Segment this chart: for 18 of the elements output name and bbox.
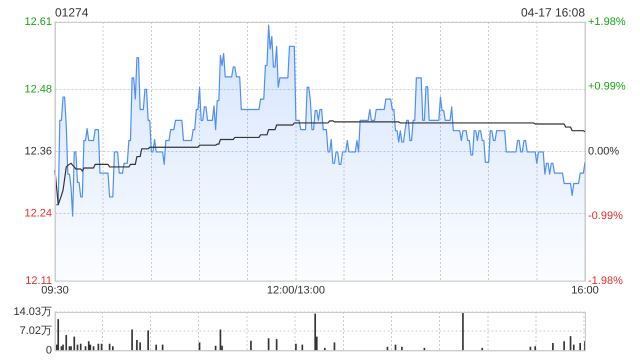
y2-tick-label: +0.99% <box>588 80 626 93</box>
x-tick-label: 12:00/13:00 <box>266 284 325 296</box>
chart-title: 01274 <box>55 5 89 20</box>
y-tick-label: 12.36 <box>24 145 52 158</box>
y2-tick-label: -0.99% <box>588 210 624 222</box>
y-tick-label: 0 <box>46 344 52 356</box>
y-tick-label: 12.11 <box>25 274 52 287</box>
x-tick-label: 09:30 <box>41 284 69 296</box>
y-tick-label: 12.48 <box>24 83 52 96</box>
y2-tick-label: 0.00% <box>588 145 620 158</box>
y-tick-label: 12.61 <box>24 16 52 28</box>
y-tick-label: 14.03万 <box>13 306 52 318</box>
y2-tick-label: +1.98% <box>588 16 626 28</box>
y2-tick-label: -1.98% <box>588 274 624 287</box>
y-tick-label: 12.24 <box>24 208 52 220</box>
y-tick-label: 7.02万 <box>20 325 52 338</box>
text: 04-17 16:08 <box>520 5 586 20</box>
x-tick-label: 16:00 <box>571 284 599 296</box>
